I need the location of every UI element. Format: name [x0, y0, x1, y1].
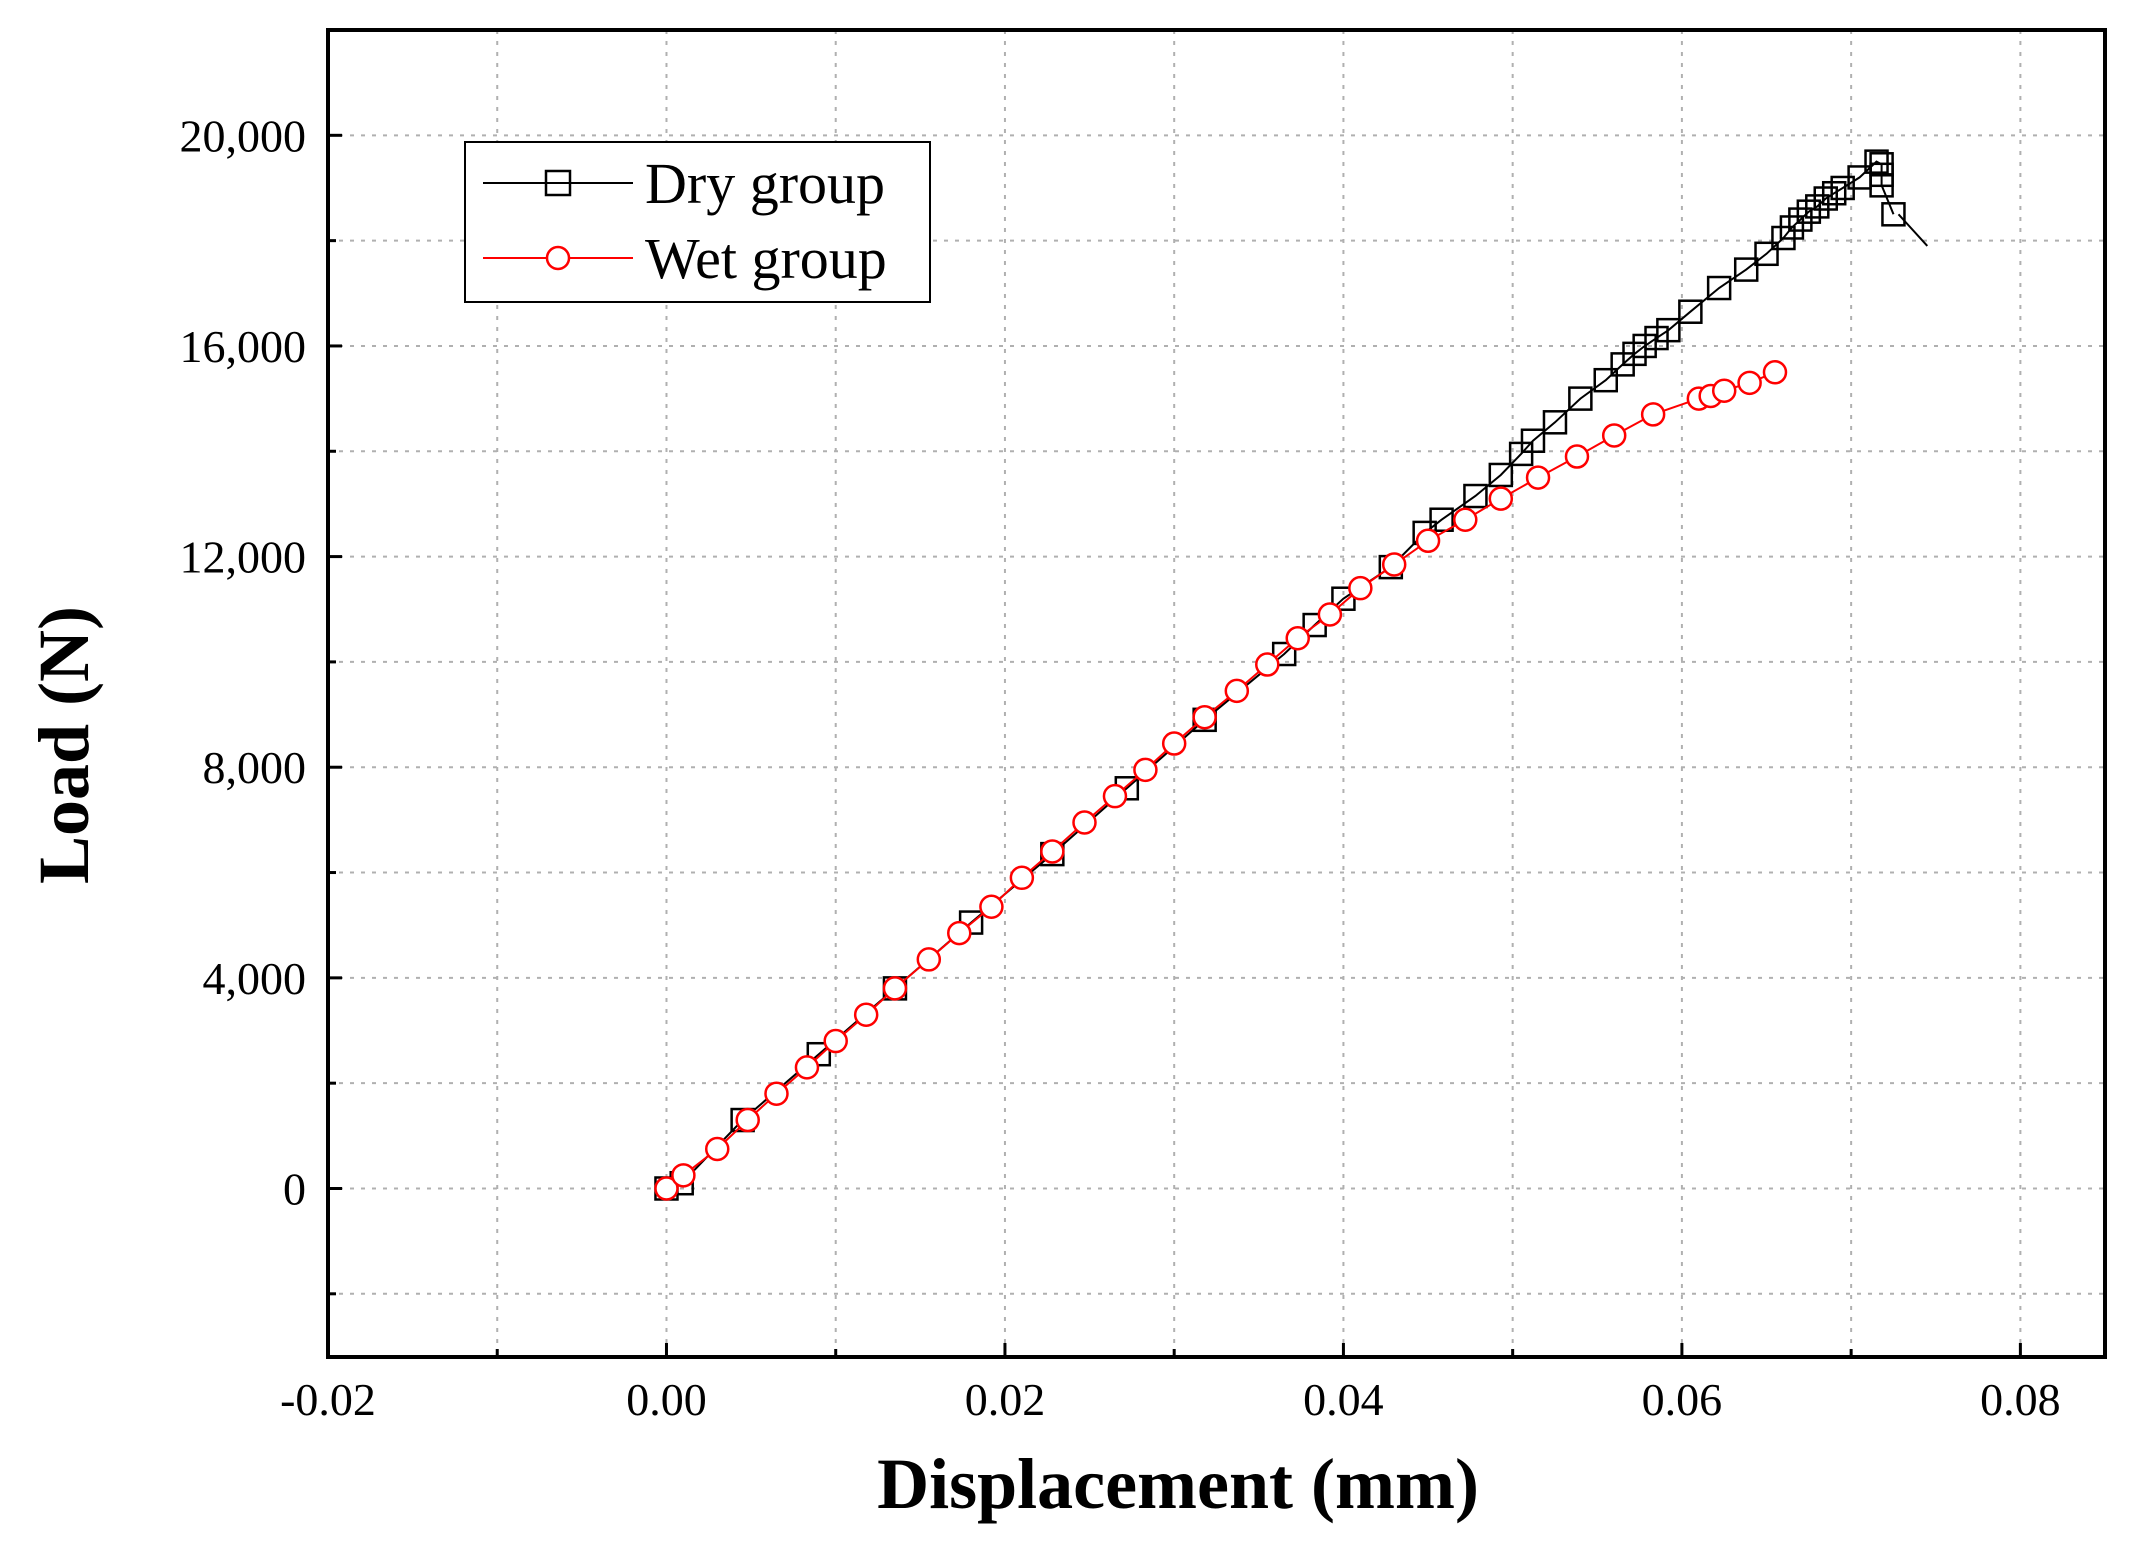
y-tick-label: 16,000: [180, 321, 307, 372]
data-point-wet: [1192, 704, 1217, 730]
data-point-wet: [1453, 507, 1478, 532]
plot-frame: [326, 28, 2107, 1359]
data-point-wet: [853, 1002, 879, 1027]
y-tick-label: 20,000: [180, 110, 307, 161]
y-axis-title: Load (N): [24, 606, 104, 884]
data-point-wet: [1381, 552, 1407, 577]
data-point-dry: [1796, 199, 1822, 224]
data-point-wet: [764, 1081, 789, 1106]
data-point-wet: [794, 1055, 820, 1080]
data-point-dry: [1733, 257, 1759, 282]
data-point-wet: [654, 1176, 679, 1201]
data-point-dry: [1678, 299, 1703, 324]
data-point-wet: [1255, 652, 1280, 677]
data-point-dry: [1542, 410, 1568, 435]
data-point-dry: [1821, 180, 1847, 206]
data-point-wet: [1711, 378, 1737, 403]
x-tick-label: 0.00: [626, 1374, 707, 1425]
data-point-wet: [823, 1028, 848, 1054]
y-tick-label: 0: [283, 1163, 306, 1214]
series-wet: [654, 360, 1788, 1201]
data-point-wet: [1317, 602, 1343, 627]
data-point-wet: [1040, 839, 1065, 864]
data-point-dry: [1869, 173, 1894, 198]
data-point-wet: [1488, 486, 1514, 511]
data-point-dry: [1805, 194, 1830, 219]
data-point-dry: [1779, 215, 1805, 240]
data-point-dry: [1593, 367, 1618, 393]
data-point-wet: [1415, 528, 1441, 554]
data-point-dry: [1656, 317, 1681, 343]
data-point-wet: [979, 894, 1004, 920]
legend-label-dry: Dry group: [645, 151, 885, 216]
data-point-dry: [1788, 207, 1813, 232]
data-point-wet: [1737, 370, 1762, 396]
legend-marker-wet: [545, 245, 571, 271]
data-point-dry: [1754, 241, 1779, 267]
data-point-wet: [704, 1136, 730, 1162]
y-tick-label: 12,000: [180, 532, 307, 583]
x-tick-label: 0.08: [1980, 1374, 2061, 1425]
data-point-dry: [1881, 202, 1906, 227]
data-point-dry: [1568, 386, 1593, 411]
x-tick-label: 0.04: [1303, 1374, 1384, 1425]
data-point-wet: [947, 920, 972, 946]
data-point-wet: [882, 976, 908, 1001]
legend: Dry group Wet group: [464, 141, 931, 303]
data-point-wet: [1525, 465, 1551, 490]
legend-label-wet: Wet group: [645, 226, 887, 291]
data-point-wet: [1348, 575, 1373, 601]
y-tick-label: 4,000: [203, 953, 307, 1004]
data-point-wet: [1102, 783, 1128, 809]
data-point-wet: [735, 1107, 760, 1133]
data-point-wet: [671, 1163, 696, 1188]
data-point-wet: [1601, 423, 1627, 448]
data-point-dry: [1463, 483, 1488, 509]
data-point-dry: [1488, 462, 1514, 488]
data-point-dry: [1706, 275, 1732, 301]
x-tick-label: 0.02: [965, 1374, 1046, 1425]
data-point-dry: [1520, 428, 1546, 453]
data-point-wet: [1224, 678, 1250, 704]
x-axis-title: Displacement (mm): [877, 1444, 1479, 1524]
series-layer: [654, 149, 1929, 1201]
x-tick-label: -0.02: [280, 1374, 376, 1425]
y-tick-label: 8,000: [203, 742, 307, 793]
data-point-wet: [1161, 731, 1187, 756]
data-point-wet: [916, 947, 942, 972]
legend-marker-dry: [544, 169, 572, 197]
data-point-wet: [1640, 402, 1666, 427]
data-point-wet: [1133, 757, 1158, 783]
x-tick-label: 0.06: [1642, 1374, 1723, 1425]
data-point-dry: [1429, 507, 1454, 532]
data-point-wet: [1564, 444, 1590, 469]
data-point-dry: [1864, 149, 1889, 174]
data-point-wet: [1762, 360, 1788, 385]
data-point-wet: [1285, 625, 1310, 651]
data-point-wet: [1009, 865, 1035, 891]
data-point-wet: [1072, 810, 1097, 835]
axis-ticks: -0.02 0.00 0.02 0.04 0.06 0.08 0 4,000 8,000 12,0…: [180, 110, 2061, 1425]
legend-box: [464, 141, 931, 303]
